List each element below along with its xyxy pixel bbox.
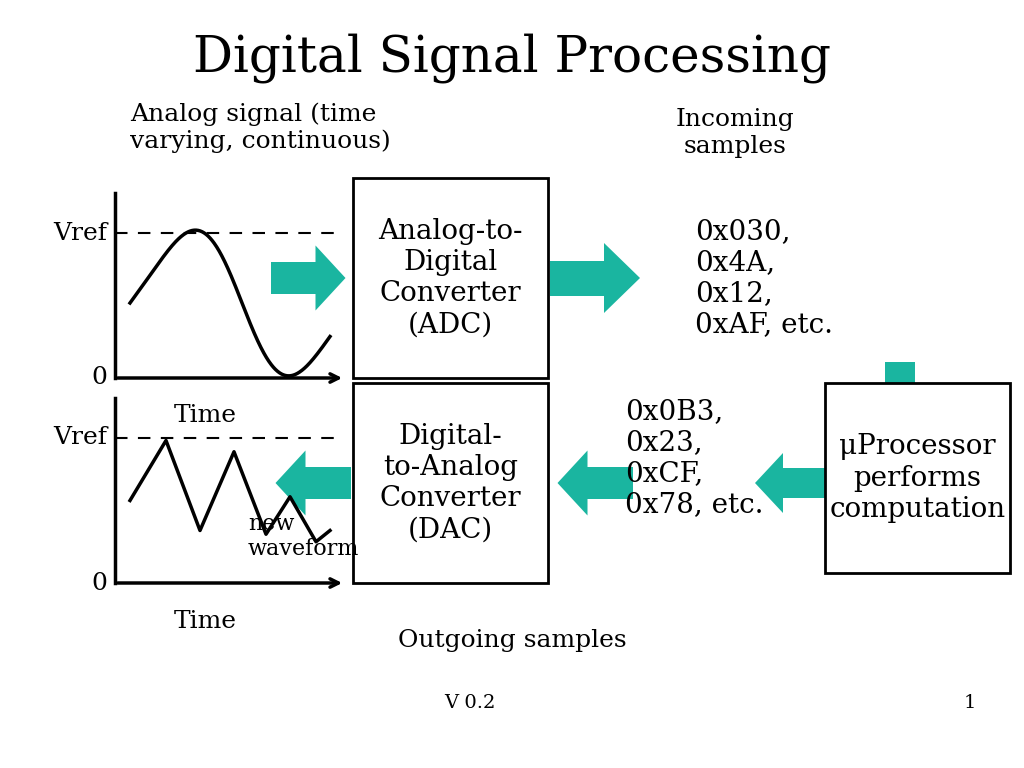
Bar (885, 362, 915, 404)
Text: Vref: Vref (53, 426, 106, 449)
Bar (550, 260, 604, 296)
Text: μProcessor
performs
computation: μProcessor performs computation (829, 433, 1006, 523)
Bar (588, 467, 633, 499)
Text: V 0.2: V 0.2 (444, 694, 496, 712)
Text: Time: Time (173, 405, 237, 428)
Text: Outgoing samples: Outgoing samples (397, 628, 627, 651)
Bar (783, 468, 825, 498)
Bar (270, 262, 315, 294)
Text: 0: 0 (91, 366, 106, 389)
Text: Digital Signal Processing: Digital Signal Processing (193, 33, 831, 83)
Text: Incoming
samples: Incoming samples (676, 108, 795, 157)
FancyBboxPatch shape (353, 383, 548, 583)
Polygon shape (870, 404, 930, 418)
FancyBboxPatch shape (353, 178, 548, 378)
Text: Digital-
to-Analog
Converter
(DAC): Digital- to-Analog Converter (DAC) (380, 422, 521, 543)
Text: Analog-to-
Digital
Converter
(ADC): Analog-to- Digital Converter (ADC) (378, 217, 522, 338)
Text: Analog signal (time
varying, continuous): Analog signal (time varying, continuous) (130, 103, 391, 154)
Polygon shape (315, 246, 345, 310)
Text: Vref: Vref (53, 221, 106, 244)
Polygon shape (275, 451, 305, 515)
Polygon shape (557, 451, 588, 515)
FancyBboxPatch shape (825, 383, 1010, 573)
Text: 0x0B3,
0x23,
0xCF,
0x78, etc.: 0x0B3, 0x23, 0xCF, 0x78, etc. (625, 398, 764, 518)
Polygon shape (755, 453, 783, 513)
Text: new
waveform: new waveform (248, 513, 359, 561)
Text: 1: 1 (964, 694, 976, 712)
Text: Time: Time (173, 610, 237, 633)
Bar (572, 467, 617, 499)
Bar (305, 467, 350, 499)
Polygon shape (604, 243, 640, 313)
Text: 0: 0 (91, 571, 106, 594)
Bar (291, 467, 336, 499)
Text: 0x030,
0x4A,
0x12,
0xAF, etc.: 0x030, 0x4A, 0x12, 0xAF, etc. (695, 217, 833, 338)
Bar (769, 468, 811, 498)
